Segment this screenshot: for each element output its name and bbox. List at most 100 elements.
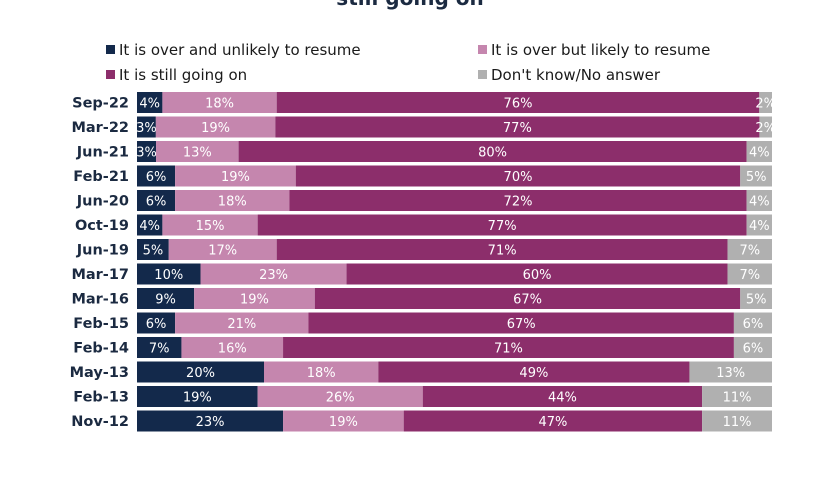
bar-segment-jun-19-s0 [137,239,169,260]
category-label-sep-22: Sep-22 [72,96,129,112]
data-label-feb-13-s0: 19% [183,391,212,406]
bar-segment-feb-13-s3 [702,386,772,407]
bar-segment-nov-12-s0 [137,410,284,432]
data-label-jun-21-s2: 80% [478,146,507,161]
data-label-feb-13-s2: 44% [548,391,577,406]
bar-segment-feb-13-s2 [422,386,703,407]
bar-segment-feb-15-s3 [733,312,772,334]
data-label-sep-22-s2: 76% [504,97,533,112]
legend-label-over-unlikely: It is over and unlikely to resume [119,41,361,59]
data-label-nov-12-s0: 23% [196,415,225,430]
bar-segment-may-13-s1 [264,361,379,383]
bar-segment-mar-16-s2 [314,288,741,309]
category-label-jun-20: Jun-20 [76,194,129,210]
data-label-oct-19-s1: 15% [196,219,225,234]
bar-segment-nov-12-s2 [403,410,703,432]
legend-label-still-going: It is still going on [119,66,248,84]
data-label-feb-15-s3: 6% [743,317,764,332]
data-label-may-13-s2: 49% [519,366,548,381]
bar-segment-mar-17-s1 [200,263,347,285]
bar-segment-mar-16-s0 [137,288,195,309]
bar-segment-sep-22-s0 [137,92,163,113]
data-label-mar-17-s2: 60% [523,268,552,283]
bar-segment-may-13-s3 [689,361,772,383]
bar-segment-feb-13-s1 [257,386,423,407]
data-label-jun-20-s0: 6% [146,195,167,210]
bar-segment-may-13-s0 [137,361,264,383]
legend-swatch-over-likely [478,45,487,54]
data-label-feb-21-s2: 70% [504,170,533,185]
bar-segment-oct-19-s3 [746,214,772,236]
bar-segment-sep-22-s1 [162,92,277,113]
data-label-feb-21-s1: 19% [221,170,250,185]
category-label-feb-14: Feb-14 [73,341,129,357]
data-label-mar-16-s3: 5% [746,293,767,308]
data-label-mar-22-s1: 19% [201,121,230,136]
data-label-feb-14-s2: 71% [494,342,523,357]
data-label-jun-19-s3: 7% [739,244,760,259]
bar-segment-feb-21-s1 [175,165,296,187]
data-label-mar-22-s3: 2% [755,121,776,136]
data-label-may-13-s1: 18% [307,366,336,381]
bar-segment-feb-21-s2 [295,165,741,187]
bar-segment-mar-22-s1 [155,116,276,138]
bar-segment-feb-14-s2 [283,337,734,358]
data-label-mar-16-s2: 67% [513,293,542,308]
data-label-jun-19-s1: 17% [208,244,237,259]
data-label-jun-20-s3: 4% [749,195,770,210]
legend-swatch-still-going [106,70,115,79]
bar-segment-nov-12-s3 [702,410,772,432]
data-label-feb-21-s0: 6% [146,170,167,185]
legend-item-still-going: It is still going on [106,66,247,84]
data-label-may-13-s0: 20% [186,366,215,381]
bar-segment-feb-21-s0 [137,165,176,187]
bar-segment-nov-12-s1 [283,410,404,432]
bar-segment-mar-22-s3 [759,116,772,138]
category-label-mar-16: Mar-16 [71,292,129,308]
data-label-feb-14-s0: 7% [149,342,170,357]
bar-segment-feb-15-s0 [137,312,176,334]
data-label-jun-21-s0: 3% [136,146,157,161]
bar-segment-sep-22-s3 [759,92,772,113]
data-label-nov-12-s2: 47% [538,415,567,430]
legend-item-over-unlikely: It is over and unlikely to resume [106,41,361,59]
data-label-feb-14-s1: 16% [218,342,247,357]
bar-segment-mar-17-s2 [346,263,728,285]
data-label-feb-21-s3: 5% [746,170,767,185]
category-label-feb-21: Feb-21 [73,169,129,185]
bar-segment-feb-14-s3 [733,337,772,358]
bar-segment-jun-20-s2 [289,190,747,211]
data-label-feb-15-s0: 6% [146,317,167,332]
data-label-jun-20-s1: 18% [218,195,247,210]
chart-title: still going on [0,0,820,10]
data-label-jun-19-s0: 5% [143,244,164,259]
bar-segment-mar-16-s1 [194,288,315,309]
bar-segment-oct-19-s2 [257,214,747,236]
bar-segment-may-13-s2 [378,361,690,383]
category-label-nov-12: Nov-12 [71,414,129,430]
bar-segment-jun-20-s3 [746,190,772,211]
category-label-mar-22: Mar-22 [71,120,129,136]
bar-segment-jun-19-s1 [168,239,277,260]
category-label-jun-19: Jun-19 [76,243,129,259]
data-label-mar-16-s1: 19% [240,293,269,308]
category-label-jun-21: Jun-21 [76,145,129,161]
data-label-oct-19-s0: 4% [139,219,160,234]
legend-swatch-over-unlikely [106,45,115,54]
bar-segment-feb-14-s1 [181,337,284,358]
data-label-mar-16-s0: 9% [155,293,176,308]
data-label-feb-14-s3: 6% [743,342,764,357]
data-label-feb-13-s3: 11% [723,391,752,406]
data-label-sep-22-s3: 2% [755,97,776,112]
bar-segment-jun-19-s3 [727,239,772,260]
legend-item-dont-know: Don't know/No answer [478,66,660,84]
bar-segment-feb-15-s2 [308,312,734,334]
bar-segment-feb-13-s0 [137,386,258,407]
bar-segment-mar-17-s0 [137,263,201,285]
data-label-mar-17-s1: 23% [259,268,288,283]
bar-segment-jun-21-s2 [238,141,747,162]
category-label-may-13: May-13 [70,365,129,381]
bar-segment-mar-22-s0 [137,116,156,138]
data-label-feb-13-s1: 26% [326,391,355,406]
bar-segment-feb-21-s3 [740,165,772,187]
